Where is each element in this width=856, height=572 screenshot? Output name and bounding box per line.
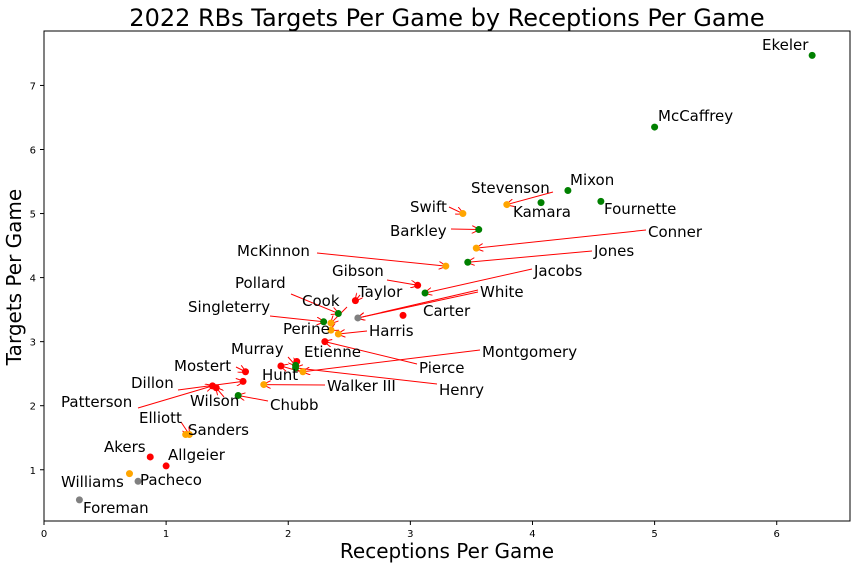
scatter-point	[503, 201, 510, 208]
point-label: Dillon	[131, 374, 174, 392]
point-label: Allgeier	[168, 446, 226, 464]
point-label: Stevenson	[471, 179, 550, 197]
point-label: Foreman	[83, 499, 149, 517]
point-label: Etienne	[304, 343, 361, 361]
point-label: Wilson	[190, 392, 239, 410]
point-label: White	[480, 283, 524, 301]
y-axis-label: Targets Per Game	[2, 189, 26, 366]
point-label: Mixon	[570, 171, 614, 189]
annotation-arrow	[338, 331, 367, 334]
scatter-point	[354, 314, 361, 321]
point-label: Perine	[283, 320, 330, 338]
x-tick-label: 5	[651, 529, 657, 540]
x-tick-label: 4	[529, 529, 535, 540]
point-label: Mostert	[174, 357, 231, 375]
scatter-point	[414, 282, 421, 289]
point-label: Jacobs	[533, 262, 583, 280]
chart-title: 2022 RBs Targets Per Game by Receptions …	[129, 4, 764, 32]
point-label: Patterson	[61, 393, 132, 411]
point-label: McKinnon	[237, 242, 310, 260]
point-label: Singleterry	[188, 298, 270, 316]
scatter-point	[400, 312, 407, 319]
x-tick-label: 6	[774, 529, 780, 540]
point-label: Murray	[231, 340, 284, 358]
scatter-point	[464, 259, 471, 266]
point-label: Williams	[61, 473, 124, 491]
point-label: Cook	[302, 292, 340, 310]
point-label: McCaffrey	[658, 107, 733, 125]
x-tick-label: 1	[163, 529, 169, 540]
point-label: Harris	[369, 322, 414, 340]
point-label: Walker III	[327, 377, 396, 395]
x-tick-label: 2	[285, 529, 291, 540]
scatter-point	[442, 263, 449, 270]
y-tick-label: 2	[30, 402, 36, 413]
point-label: Carter	[423, 302, 471, 320]
y-tick-label: 3	[30, 338, 36, 349]
scatter-point	[242, 368, 249, 375]
point-label: Elliott	[139, 409, 182, 427]
y-tick-label: 4	[30, 274, 36, 285]
scatter-point	[213, 384, 220, 391]
point-label: Fournette	[604, 200, 676, 218]
point-label: Jones	[593, 242, 634, 260]
point-label: Henry	[439, 381, 484, 399]
y-tick-label: 1	[30, 466, 36, 477]
point-label: Pierce	[419, 359, 464, 377]
point-label: Akers	[104, 438, 146, 456]
point-label: Pacheco	[140, 471, 202, 489]
scatter-point	[299, 368, 306, 375]
point-label: Kamara	[513, 203, 571, 221]
plot-frame	[44, 31, 850, 521]
point-label: Barkley	[390, 222, 447, 240]
scatter-point	[335, 330, 342, 337]
scatter-point	[422, 289, 429, 296]
scatter-point	[147, 453, 154, 460]
x-tick-label: 0	[41, 529, 47, 540]
annotation-arrow	[451, 229, 479, 230]
point-label: Taylor	[357, 283, 403, 301]
scatter-point	[459, 210, 466, 217]
point-label: Chubb	[270, 396, 319, 414]
y-tick-label: 6	[30, 145, 36, 156]
point-label: Swift	[410, 198, 447, 216]
scatter-point	[475, 226, 482, 233]
point-label: Ekeler	[762, 36, 809, 54]
point-label: Pollard	[235, 274, 286, 292]
scatter-point	[76, 496, 83, 503]
scatter-point	[809, 52, 816, 59]
scatter-point	[335, 310, 342, 317]
point-label: Conner	[648, 223, 703, 241]
annotation-arrow	[238, 395, 268, 401]
labels-layer: Ekeler McCaffrey Mixon Fournette Stevenson Ka…	[61, 36, 809, 517]
point-label: Montgomery	[482, 343, 577, 361]
scatter-point	[240, 378, 247, 385]
scatter-point	[126, 470, 133, 477]
point-label: Gibson	[332, 262, 384, 280]
point-label: Sanders	[188, 421, 249, 439]
x-tick-label: 3	[407, 529, 413, 540]
annotation-arrow	[468, 251, 592, 262]
x-axis-label: Receptions Per Game	[340, 539, 554, 563]
y-tick-label: 7	[30, 81, 36, 92]
y-tick-label: 5	[30, 210, 36, 221]
scatter-point	[473, 245, 480, 252]
point-label: Hunt	[262, 366, 298, 384]
